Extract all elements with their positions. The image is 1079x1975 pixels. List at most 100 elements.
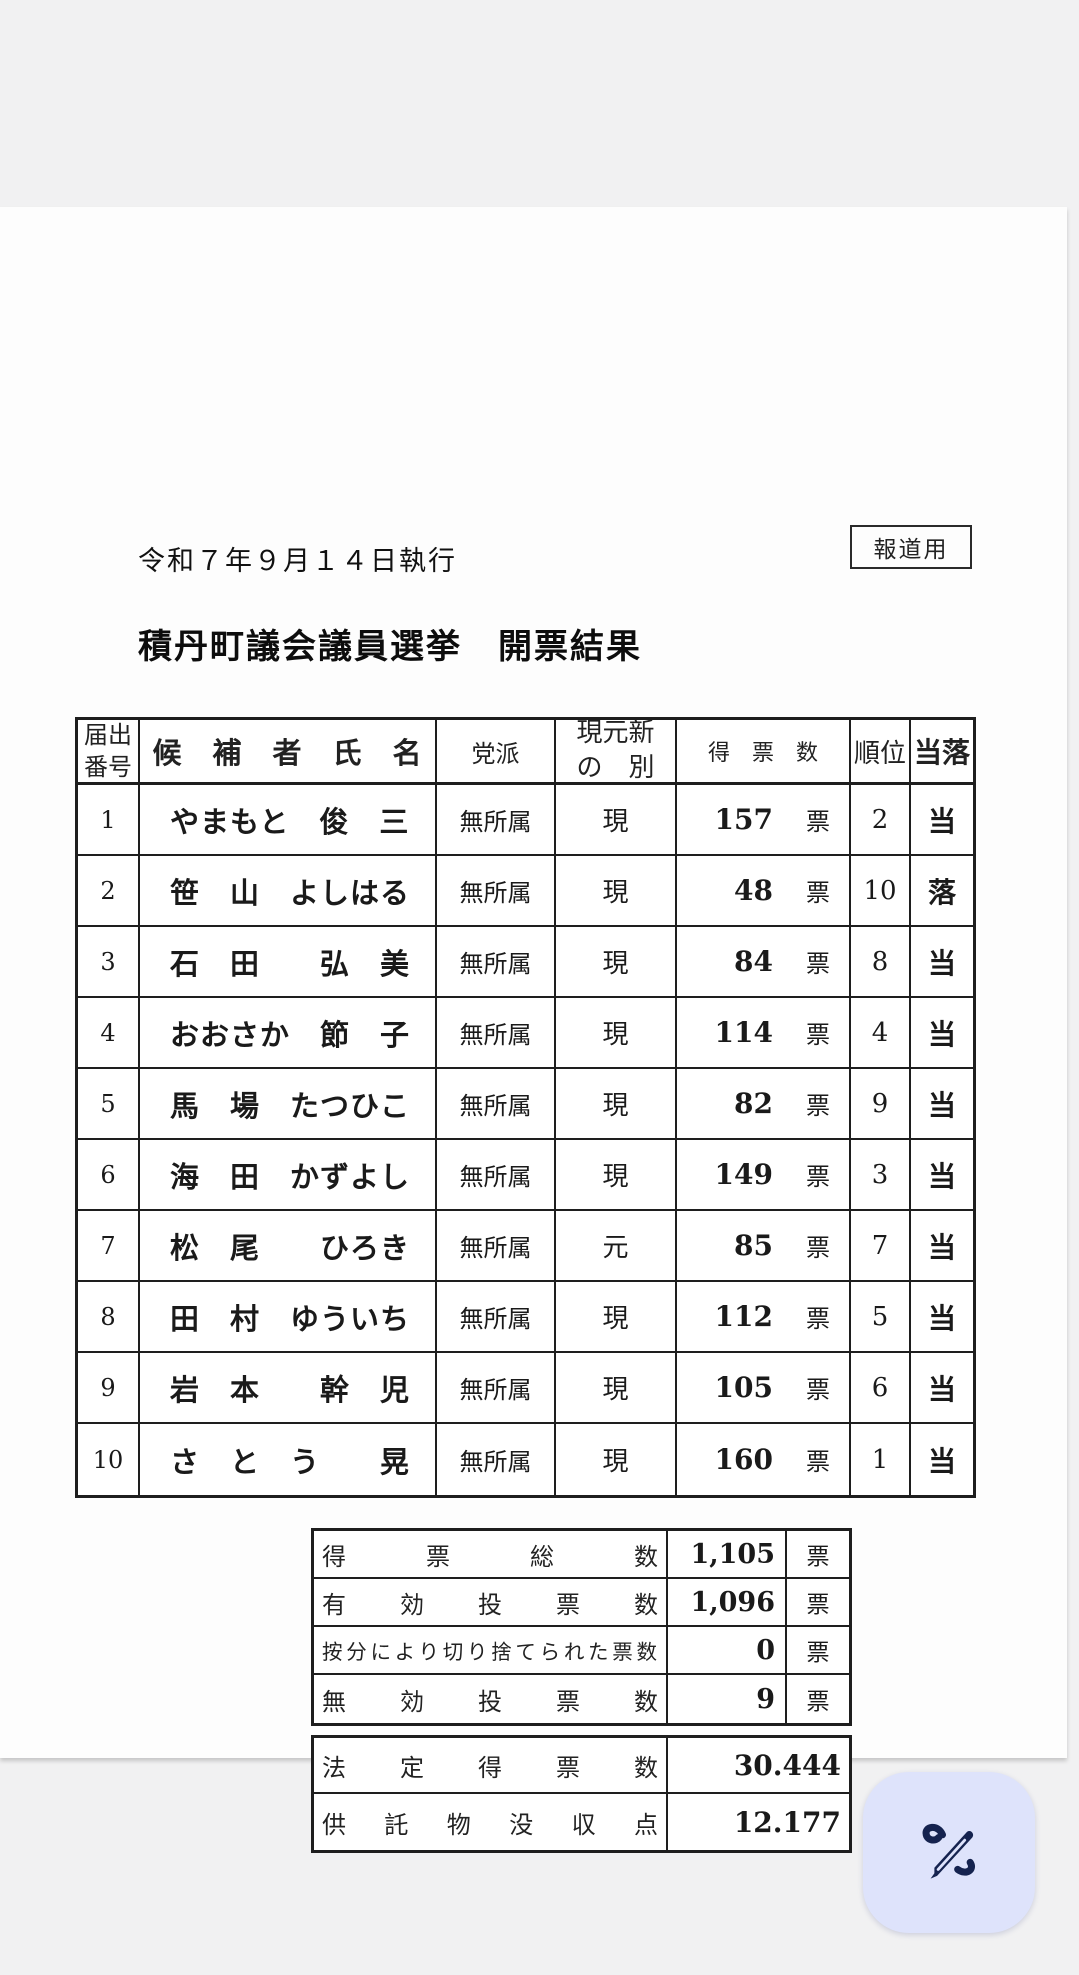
totals-row: 有効投票数 1,096 票	[314, 1579, 849, 1627]
vote-unit: 票	[806, 950, 830, 978]
party-cell: 無所属	[437, 1140, 556, 1209]
header-votes: 得 票 数	[677, 720, 851, 782]
totals-unit: 票	[806, 1640, 830, 1666]
header-status: 現元新 の 別	[556, 720, 677, 782]
totals-label-cell: 按分により切り捨てられた票数	[314, 1627, 668, 1673]
rank-cell: 4	[851, 998, 911, 1067]
candidate-name-cell: 石 田 弘 美	[140, 927, 437, 996]
rank-cell: 9	[851, 1069, 911, 1138]
header-rank: 順位	[851, 720, 911, 782]
totals-label-cell: 有効投票数	[314, 1579, 668, 1625]
vote-count: 114	[714, 1016, 773, 1049]
result-cell: 当	[927, 1372, 956, 1406]
table-row: 10 さ と う 晃 無所属 現 160 票 1 当	[78, 1424, 973, 1495]
entry-number-cell: 8	[78, 1282, 140, 1351]
totals-label-cell: 無効投票数	[314, 1675, 668, 1723]
annotate-button[interactable]	[863, 1772, 1035, 1933]
result-cell: 落	[927, 875, 956, 909]
entry-number-cell: 5	[78, 1069, 140, 1138]
result-cell: 当	[927, 1088, 956, 1122]
threshold-label-cell: 法定得票数	[314, 1738, 668, 1792]
table-row: 6 海 田 かずよし 無所属 現 149 票 3 当	[78, 1140, 973, 1211]
totals-unit: 票	[806, 1689, 830, 1715]
vote-unit: 票	[806, 1234, 830, 1262]
vote-unit: 票	[806, 879, 830, 907]
execution-date: 令和７年９月１４日執行	[138, 546, 457, 577]
results-table: 届出 番号 候 補 者 氏 名 党派 現元新 の 別 得 票 数 順位 当落 1…	[75, 717, 976, 1498]
votes-cell: 82 票	[677, 1069, 851, 1138]
totals-table: 得票総数 1,105 票 有効投票数 1,096 票 按分により切り捨てられた票…	[311, 1528, 852, 1726]
vote-count: 160	[714, 1443, 773, 1476]
rank-cell: 7	[851, 1211, 911, 1280]
totals-value: 1,105	[668, 1531, 787, 1577]
vote-unit: 票	[806, 808, 830, 836]
threshold-table: 法定得票数 30.444 供託物没収点 12.177	[311, 1735, 852, 1853]
status-cell: 元	[556, 1211, 677, 1280]
rank-cell: 8	[851, 927, 911, 996]
candidate-name-cell: 岩 本 幹 児	[140, 1353, 437, 1422]
candidate-name-cell: 田 村 ゆういち	[140, 1282, 437, 1351]
party-cell: 無所属	[437, 785, 556, 854]
document-page: 報道用 令和７年９月１４日執行 積丹町議会議員選挙 開票結果 届出 番号 候 補…	[0, 207, 1067, 1853]
vote-unit: 票	[806, 1021, 830, 1049]
table-row: 1 やまもと 俊 三 無所属 現 157 票 2 当	[78, 785, 973, 856]
table-row: 4 おおさか 節 子 無所属 現 114 票 4 当	[78, 998, 973, 1069]
totals-value: 9	[668, 1675, 787, 1723]
threshold-value: 30.444	[733, 1748, 841, 1782]
threshold-row: 法定得票数 30.444	[314, 1738, 849, 1794]
candidate-name-cell: 馬 場 たつひこ	[140, 1069, 437, 1138]
votes-cell: 149 票	[677, 1140, 851, 1209]
result-cell: 当	[927, 1017, 956, 1051]
totals-row: 無効投票数 9 票	[314, 1675, 849, 1723]
table-row: 2 笹 山 よしはる 無所属 現 48 票 10 落	[78, 856, 973, 927]
votes-cell: 85 票	[677, 1211, 851, 1280]
vote-count: 157	[714, 803, 773, 836]
status-cell: 現	[556, 1069, 677, 1138]
party-cell: 無所属	[437, 1282, 556, 1351]
table-row: 8 田 村 ゆういち 無所属 現 112 票 5 当	[78, 1282, 973, 1353]
table-row: 7 松 尾 ひろき 無所属 元 85 票 7 当	[78, 1211, 973, 1282]
header-result: 当落	[913, 736, 970, 769]
table-row: 3 石 田 弘 美 無所属 現 84 票 8 当	[78, 927, 973, 998]
entry-number-cell: 2	[78, 856, 140, 925]
threshold-value: 12.177	[733, 1805, 841, 1839]
header-entry-number: 届出 番号	[78, 720, 140, 782]
candidate-name-cell: 海 田 かずよし	[140, 1140, 437, 1209]
party-cell: 無所属	[437, 998, 556, 1067]
header-candidate-name: 候 補 者 氏 名	[140, 720, 437, 782]
totals-label: 有効投票数	[322, 1590, 658, 1619]
results-table-header: 届出 番号 候 補 者 氏 名 党派 現元新 の 別 得 票 数 順位 当落	[78, 720, 973, 785]
threshold-label: 法定得票数	[322, 1753, 658, 1782]
status-cell: 現	[556, 856, 677, 925]
rank-cell: 6	[851, 1353, 911, 1422]
vote-count: 112	[714, 1300, 773, 1333]
result-cell: 当	[927, 946, 956, 980]
status-cell: 現	[556, 1353, 677, 1422]
party-cell: 無所属	[437, 1211, 556, 1280]
totals-row: 得票総数 1,105 票	[314, 1531, 849, 1579]
totals-unit: 票	[806, 1592, 830, 1618]
rank-cell: 3	[851, 1140, 911, 1209]
entry-number-cell: 7	[78, 1211, 140, 1280]
entry-number-cell: 1	[78, 785, 140, 854]
party-cell: 無所属	[437, 1353, 556, 1422]
rank-cell: 5	[851, 1282, 911, 1351]
rank-cell: 10	[851, 856, 911, 925]
status-cell: 現	[556, 1140, 677, 1209]
votes-cell: 160 票	[677, 1424, 851, 1495]
status-cell: 現	[556, 998, 677, 1067]
vote-count: 82	[734, 1087, 773, 1120]
rank-cell: 2	[851, 785, 911, 854]
threshold-label-cell: 供託物没収点	[314, 1794, 668, 1850]
party-cell: 無所属	[437, 927, 556, 996]
votes-cell: 105 票	[677, 1353, 851, 1422]
stylus-edit-icon	[910, 1812, 988, 1893]
result-cell: 当	[927, 1159, 956, 1193]
vote-unit: 票	[806, 1163, 830, 1191]
table-row: 5 馬 場 たつひこ 無所属 現 82 票 9 当	[78, 1069, 973, 1140]
status-cell: 現	[556, 785, 677, 854]
entry-number-cell: 3	[78, 927, 140, 996]
header-party: 党派	[437, 720, 556, 782]
totals-value: 0	[668, 1627, 787, 1673]
candidate-name-cell: 松 尾 ひろき	[140, 1211, 437, 1280]
